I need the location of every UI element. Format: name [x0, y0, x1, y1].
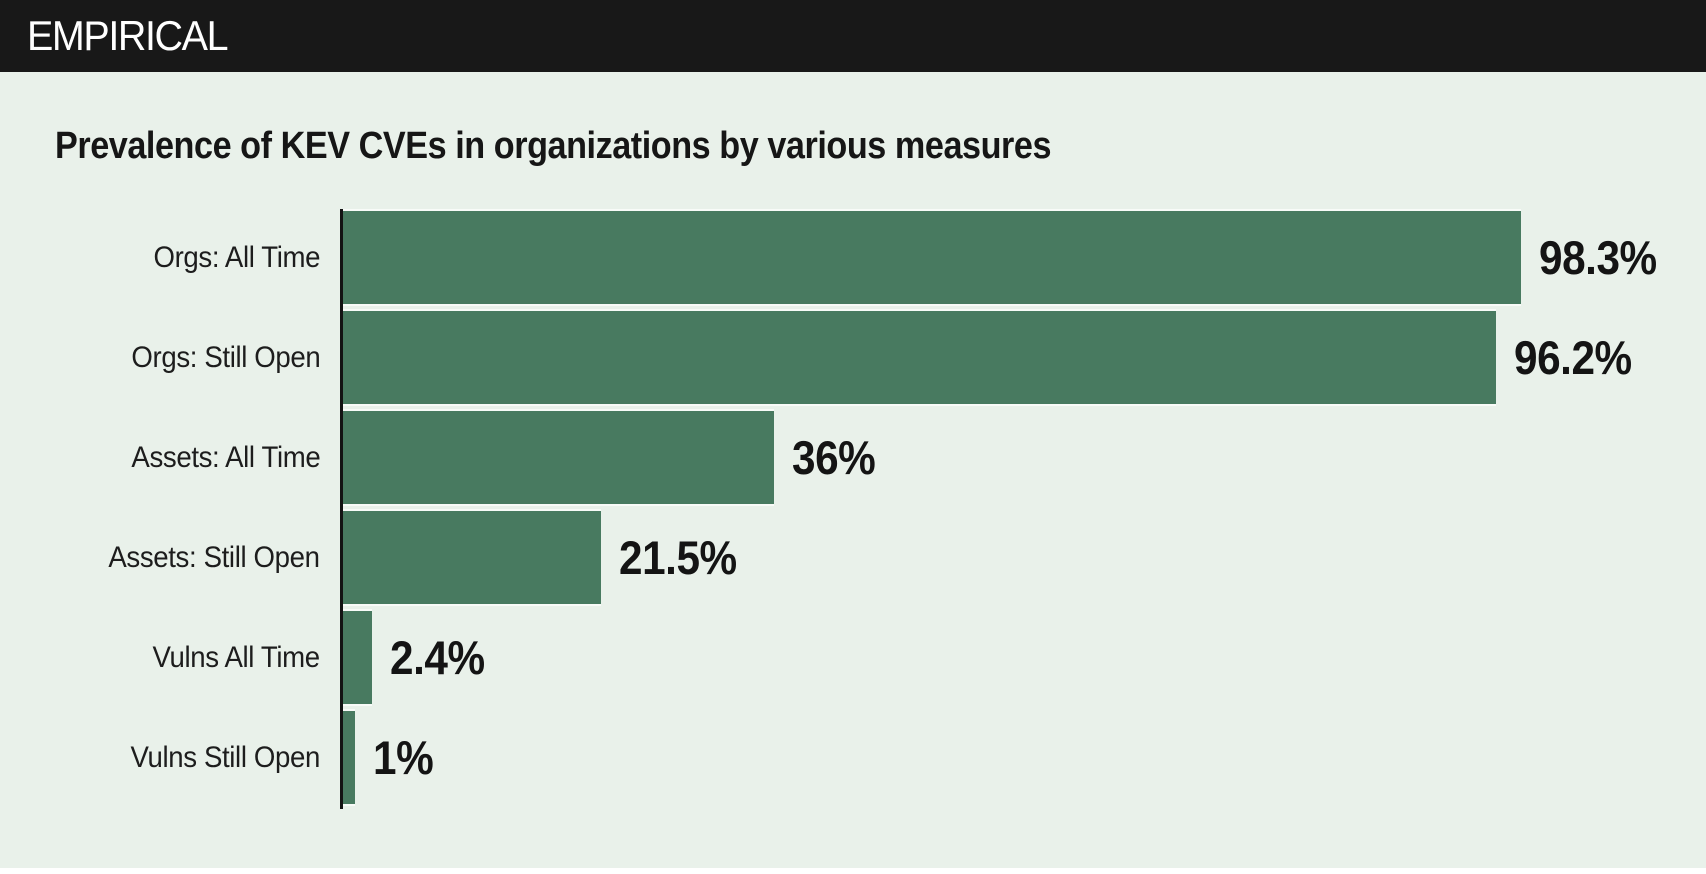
logo: EMPIRICAL: [27, 12, 229, 59]
category-axis-labels: Orgs: All Time Orgs: Still Open Assets: …: [0, 209, 321, 809]
value-label: 96.2%: [1513, 331, 1632, 384]
bar: [343, 309, 1496, 406]
header-bar: EMPIRICAL: [0, 0, 1706, 72]
category-label: Assets: Still Open: [108, 540, 321, 574]
bar-row: 2.4%: [343, 609, 1669, 706]
page-background: Prevalence of KEV CVEs in organizations …: [0, 72, 1706, 868]
category-label-row: Assets: Still Open: [0, 509, 321, 606]
value-label: 2.4%: [389, 631, 485, 684]
value-label: 36%: [792, 431, 876, 484]
category-label: Vulns All Time: [152, 640, 321, 674]
bar: [343, 509, 601, 606]
bar: [343, 609, 372, 706]
bar-row: 21.5%: [343, 509, 1669, 606]
category-label: Vulns Still Open: [130, 740, 321, 774]
bar-row: 98.3%: [343, 209, 1669, 306]
bar-row: 36%: [343, 409, 1669, 506]
category-label: Orgs: Still Open: [131, 340, 320, 374]
bar: [343, 709, 355, 806]
value-label: 21.5%: [618, 531, 737, 584]
value-label: 98.3%: [1538, 231, 1657, 284]
category-label: Orgs: All Time: [153, 240, 320, 274]
plot-area: 98.3% 96.2% 36% 21.5% 2.4% 1%: [343, 209, 1669, 809]
y-axis-line: [340, 209, 343, 809]
category-label-row: Assets: All Time: [0, 409, 320, 506]
category-label-row: Orgs: All Time: [0, 209, 320, 306]
category-label-row: Vulns Still Open: [0, 709, 321, 806]
category-label: Assets: All Time: [131, 440, 320, 474]
bar: [343, 209, 1521, 306]
bar: [343, 409, 775, 506]
chart-title: Prevalence of KEV CVEs in organizations …: [55, 125, 1052, 167]
bar-row: 1%: [343, 709, 1669, 806]
value-label: 1%: [373, 731, 434, 784]
category-label-row: Orgs: Still Open: [0, 309, 320, 406]
category-label-row: Vulns All Time: [0, 609, 321, 706]
bar-row: 96.2%: [343, 309, 1669, 406]
bar-chart: Orgs: All Time Orgs: Still Open Assets: …: [0, 209, 1669, 809]
